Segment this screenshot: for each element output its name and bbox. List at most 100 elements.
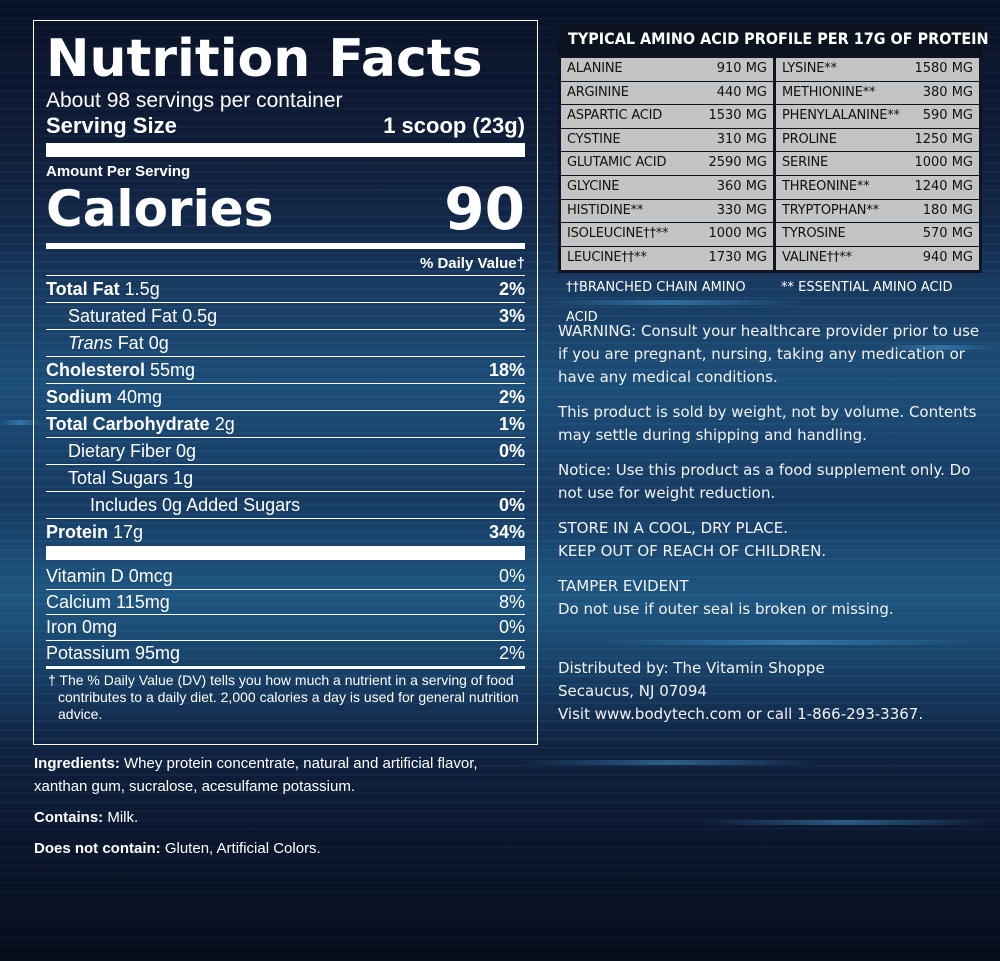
storage-text: STORE IN A COOL, DRY PLACE. KEEP OUT OF R… <box>558 517 988 563</box>
vitamin-dv: 8% <box>498 591 525 612</box>
nutrient-amount: Fat 0g <box>112 333 169 353</box>
amino-name: Valine††** <box>782 249 852 265</box>
amino-name: Tryptophan** <box>782 202 879 218</box>
distributor-text: Distributed by: The Vitamin Shoppe Secauc… <box>558 657 988 726</box>
amino-row: Isoleucine††** 1000 MG Tyrosine 570 MG <box>561 223 979 247</box>
serving-size-value: 1 scoop (23g) <box>383 113 525 138</box>
nutrient-row-trans-fat: Trans Fat 0g <box>46 330 525 357</box>
does-not-contain-label: Does not contain: <box>34 840 161 857</box>
amino-row: Cystine 310 MG Proline 1250 MG <box>561 128 979 153</box>
supplement-notice: Notice: Use this product as a food suppl… <box>558 461 971 502</box>
contains-list: Milk. <box>103 809 139 826</box>
amino-cell: Tyrosine 570 MG <box>776 223 979 247</box>
amino-cell: Lysine** 1580 MG <box>776 58 979 82</box>
amino-name: Glutamic Acid <box>567 155 667 171</box>
amino-row: Glycine 360 MG Threonine** 1240 MG <box>561 175 979 200</box>
amino-value: 2590 MG <box>708 155 767 171</box>
vitamin-row: Potassium 95mg 2% <box>46 641 525 667</box>
vitamin-name: Vitamin D 0mcg <box>46 566 173 586</box>
amino-cell: Aspartic Acid 1530 MG <box>561 105 773 129</box>
background-streak <box>0 420 40 425</box>
amino-cell: Isoleucine††** 1000 MG <box>561 223 773 247</box>
trans-label: Trans <box>68 333 113 353</box>
nutrient-row-sodium: Sodium 40mg 2% <box>46 384 525 411</box>
background-streak <box>600 640 980 645</box>
amino-cell: Valine††** 940 MG <box>776 246 979 271</box>
nutrient-name: Includes 0g Added Sugars <box>90 495 301 515</box>
amino-row: Alanine 910 MG Lysine** 1580 MG <box>561 58 979 82</box>
nutrient-row-added-sugars: Includes 0g Added Sugars 0% <box>46 492 525 519</box>
children-line: KEEP OUT OF REACH OF CHILDREN. <box>558 542 827 560</box>
vitamin-row: Calcium 115mg 8% <box>46 590 525 615</box>
amino-cell: Threonine** 1240 MG <box>776 175 979 200</box>
amino-name: Methionine** <box>782 84 876 100</box>
nutrient-amount: 2g <box>209 414 235 434</box>
amino-acid-profile: TYPICAL AMINO ACID PROFILE PER 17G OF PR… <box>558 24 989 333</box>
calories-value: 90 <box>444 175 525 243</box>
amino-name: Serine <box>782 155 829 171</box>
nutrient-name: Protein <box>46 522 109 542</box>
amino-cell: Glutamic Acid 2590 MG <box>561 152 773 176</box>
amino-value: 1730 MG <box>708 249 767 265</box>
ingredients-list: Whey protein concentrate, natural and ar… <box>34 755 478 795</box>
amino-value: 180 MG <box>922 202 973 218</box>
address-line: Secaucus, NJ 07094 <box>558 682 707 700</box>
nutrient-dv: 34% <box>488 522 525 542</box>
amino-cell: Cystine 310 MG <box>561 128 773 153</box>
nutrition-facts-panel: Nutrition Facts About 98 servings per co… <box>33 20 538 745</box>
amino-name: Tyrosine <box>782 226 846 242</box>
nutrient-amount: 1.5g <box>119 279 160 299</box>
contains-text: Contains: Milk. <box>34 806 514 829</box>
amino-value: 1530 MG <box>708 108 767 124</box>
ingredients-label: Ingredients: <box>34 755 120 772</box>
vitamin-row: Vitamin D 0mcg 0% <box>46 564 525 590</box>
amino-cell: Tryptophan** 180 MG <box>776 199 979 224</box>
vitamin-dv: 2% <box>498 642 525 663</box>
nutrient-dv: 3% <box>498 306 525 326</box>
amino-value: 1000 MG <box>708 226 767 242</box>
nutrient-amount: 40mg <box>112 387 163 407</box>
nutrient-name: Saturated Fat 0.5g <box>68 306 218 326</box>
amino-cell: Phenylalanine** 590 MG <box>776 105 979 129</box>
amino-row: Aspartic Acid 1530 MG Phenylalanine** 590 … <box>561 105 979 129</box>
nutrient-name: Sodium <box>46 387 112 407</box>
does-not-contain-text: Does not contain: Gluten, Artificial Col… <box>34 837 514 860</box>
amino-value: 1240 MG <box>914 178 973 194</box>
amino-value: 380 MG <box>922 84 973 100</box>
divider <box>46 666 525 669</box>
amino-name: Proline <box>782 131 837 147</box>
amino-value: 440 MG <box>716 84 767 100</box>
tamper-text: TAMPER EVIDENT Do not use if outer seal i… <box>558 575 988 621</box>
amino-name: Lysine** <box>782 61 837 76</box>
nutrient-row-total-sugars: Total Sugars 1g <box>46 465 525 492</box>
amino-cell: Serine 1000 MG <box>776 152 979 176</box>
amino-cell: Arginine 440 MG <box>561 81 773 106</box>
calories-row: Calories 90 <box>46 175 525 243</box>
nutrient-amount: 55mg <box>145 360 196 380</box>
nutrient-row-cholesterol: Cholesterol 55mg 18% <box>46 357 525 384</box>
amino-row: Histidine** 330 MG Tryptophan** 180 MG <box>561 199 979 224</box>
daily-value-header: % Daily Value† <box>46 253 525 276</box>
amino-value: 330 MG <box>716 202 767 218</box>
essential-note: ** ESSENTIAL AMINO ACID <box>781 280 953 296</box>
divider-thick <box>46 143 525 157</box>
daily-value-footnote: † The % Daily Value (DV) tells you how m… <box>48 672 519 722</box>
nutrient-amount: 17g <box>108 522 144 542</box>
amino-value: 310 MG <box>716 131 767 147</box>
amino-row: Arginine 440 MG Methionine** 380 MG <box>561 81 979 106</box>
tamper-heading: TAMPER EVIDENT <box>558 577 689 595</box>
nutrient-row-protein: Protein 17g 34% <box>46 519 525 546</box>
amino-cell: Glycine 360 MG <box>561 175 773 200</box>
vitamin-name: Calcium 115mg <box>46 591 170 612</box>
contains-label: Contains: <box>34 809 104 826</box>
warning-text: WARNING: Consult your healthcare provide… <box>558 322 980 386</box>
vitamin-name: Iron 0mg <box>46 617 118 637</box>
divider-thick <box>46 546 525 560</box>
amino-value: 570 MG <box>922 226 973 242</box>
nutrient-dv: 2% <box>498 387 525 407</box>
nutrient-name: Dietary Fiber 0g <box>68 441 197 461</box>
nutrient-dv: 2% <box>498 279 525 299</box>
ingredients-section: Ingredients: Whey protein concentrate, n… <box>34 752 514 868</box>
vitamin-name: Potassium 95mg <box>46 642 181 663</box>
serving-size-row: Serving Size 1 scoop (23g) <box>46 113 525 139</box>
